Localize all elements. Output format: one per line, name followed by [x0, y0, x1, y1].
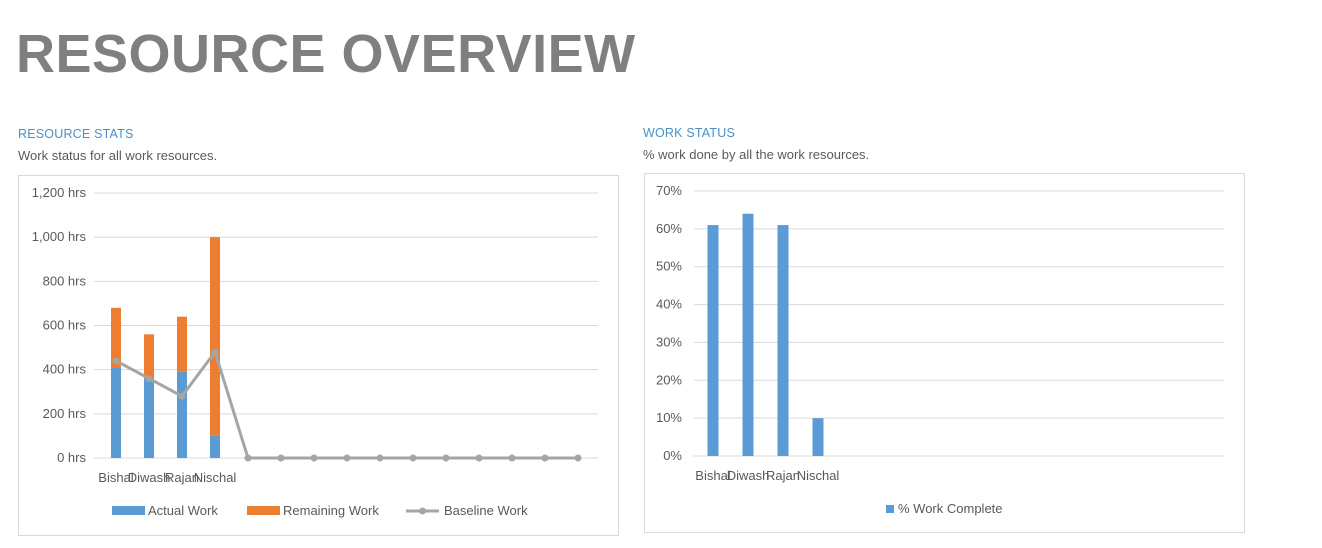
bar-work-complete [742, 213, 754, 456]
baseline-work-point [475, 454, 483, 462]
y-tick-label: 400 hrs [43, 362, 87, 377]
baseline-work-point [442, 454, 450, 462]
y-tick-label: 800 hrs [43, 273, 87, 288]
baseline-work-point [178, 392, 186, 400]
y-tick-label: 20% [656, 372, 682, 387]
bar-actual-work [177, 371, 187, 458]
x-tick-label: Rajan [766, 468, 800, 483]
x-tick-label: Rajan [165, 470, 199, 485]
bar-actual-work [144, 378, 154, 458]
legend-label-work-complete: % Work Complete [898, 501, 1003, 516]
legend-swatch-work-complete [886, 505, 894, 513]
legend-swatch-actual-work [112, 506, 145, 515]
work-status-heading: WORK STATUS [643, 126, 736, 140]
baseline-work-point [277, 454, 285, 462]
x-tick-label: Bishal [695, 468, 731, 483]
y-tick-label: 60% [656, 221, 682, 236]
x-tick-label: Diwash [727, 468, 770, 483]
resource-stats-subtitle: Work status for all work resources. [18, 148, 218, 163]
x-tick-label: Diwash [128, 470, 171, 485]
legend-label-remaining-work: Remaining Work [283, 503, 379, 518]
y-tick-label: 70% [656, 183, 682, 198]
baseline-work-point [574, 454, 582, 462]
y-tick-label: 600 hrs [43, 318, 87, 333]
resource-stats-heading: RESOURCE STATS [18, 127, 134, 141]
y-tick-label: 30% [656, 334, 682, 349]
bar-remaining-work [177, 316, 187, 372]
resource-stats-svg: 0 hrs 200 hrs 400 hrs 600 hrs 800 hrs 1,000 h… [32, 185, 598, 518]
bar-work-complete [777, 225, 789, 456]
baseline-work-point [376, 454, 384, 462]
y-tick-label: 0 hrs [57, 450, 86, 465]
baseline-work-point [343, 454, 351, 462]
legend-label-actual-work: Actual Work [148, 503, 218, 518]
y-tick-label: 10% [656, 410, 682, 425]
work-status-svg: 0% 10% 20% 30% 40% 50% 60% 70% BishalDiwashRajan… [656, 183, 1224, 516]
legend-swatch-remaining-work [247, 506, 280, 515]
y-tick-label: 1,000 hrs [32, 229, 87, 244]
y-tick-label: 50% [656, 259, 682, 274]
work-status-subtitle: % work done by all the work resources. [643, 147, 870, 162]
x-tick-label: Nischal [194, 470, 237, 485]
y-tick-label: 200 hrs [43, 406, 87, 421]
baseline-work-point [508, 454, 516, 462]
baseline-work-point [145, 375, 153, 382]
baseline-work-point [211, 348, 219, 356]
y-tick-label: 40% [656, 297, 682, 312]
y-tick-label: 0% [663, 448, 682, 463]
bar-remaining-work [144, 334, 154, 379]
bar-remaining-work [111, 307, 121, 368]
baseline-work-point [310, 454, 318, 462]
baseline-work-point [244, 454, 252, 462]
bar-work-complete [707, 225, 719, 456]
legend-marker-baseline-work [419, 507, 426, 515]
bar-actual-work [111, 367, 121, 458]
x-tick-label: Bishal [98, 470, 134, 485]
bar-remaining-work [210, 237, 220, 436]
x-tick-label: Nischal [797, 468, 840, 483]
bar-actual-work [210, 435, 220, 458]
resource-stats-chart[interactable]: 0 hrs 200 hrs 400 hrs 600 hrs 800 hrs 1,000 h… [18, 175, 619, 536]
bar-work-complete [812, 418, 824, 456]
legend-label-baseline-work: Baseline Work [444, 503, 528, 518]
page-title: RESOURCE OVERVIEW [16, 24, 636, 84]
baseline-work-point [409, 454, 417, 462]
baseline-work-point [112, 357, 120, 365]
baseline-work-point [541, 454, 549, 462]
y-tick-label: 1,200 hrs [32, 185, 87, 200]
work-status-chart[interactable]: 0% 10% 20% 30% 40% 50% 60% 70% Bishal Diwash Rajan… [644, 173, 1245, 533]
